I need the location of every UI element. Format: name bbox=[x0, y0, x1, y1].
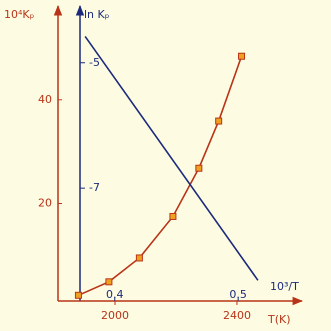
y2-label: ln Kₚ bbox=[84, 8, 110, 21]
data-point bbox=[169, 212, 177, 220]
x2-label: 10³/T bbox=[270, 280, 299, 293]
data-point bbox=[195, 164, 203, 172]
data-point bbox=[74, 291, 82, 299]
y2-tick-label: -7 bbox=[89, 181, 100, 194]
x2-tick-label: 0.5 bbox=[229, 288, 247, 301]
x-tick-label: 2000 bbox=[101, 309, 129, 322]
y-tick-label: 40 bbox=[38, 93, 52, 106]
data-point bbox=[105, 278, 113, 286]
x-label: T(K) bbox=[267, 313, 291, 326]
y-tick-label: 20 bbox=[38, 197, 52, 210]
data-point bbox=[135, 254, 143, 262]
x-tick-label: 2400 bbox=[223, 309, 251, 322]
data-point bbox=[238, 52, 246, 60]
y-label: 10⁴Kₚ bbox=[4, 8, 35, 21]
series-line bbox=[78, 55, 243, 297]
series-line bbox=[84, 35, 259, 281]
x2-tick-label: 0.4 bbox=[106, 288, 124, 301]
data-point bbox=[215, 117, 223, 125]
y2-tick-label: -5 bbox=[89, 56, 100, 69]
